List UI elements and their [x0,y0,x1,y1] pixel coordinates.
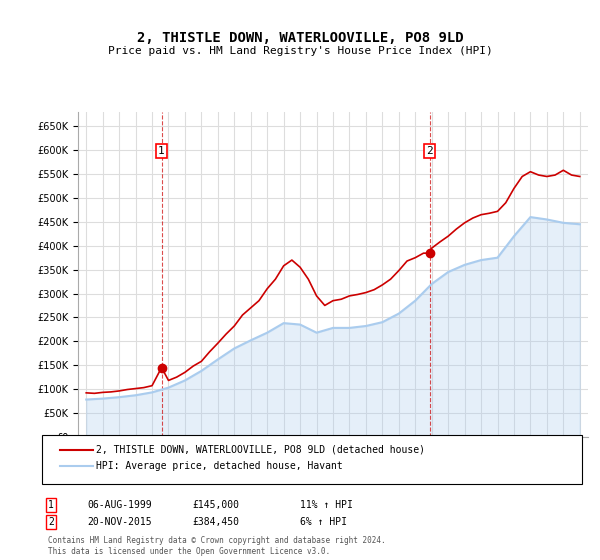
Text: 2, THISTLE DOWN, WATERLOOVILLE, PO8 9LD (detached house): 2, THISTLE DOWN, WATERLOOVILLE, PO8 9LD … [96,445,425,455]
Text: 11% ↑ HPI: 11% ↑ HPI [300,500,353,510]
Text: Price paid vs. HM Land Registry's House Price Index (HPI): Price paid vs. HM Land Registry's House … [107,46,493,56]
Text: Contains HM Land Registry data © Crown copyright and database right 2024.: Contains HM Land Registry data © Crown c… [48,536,386,545]
Text: 2: 2 [427,146,433,156]
Text: HPI: Average price, detached house, Havant: HPI: Average price, detached house, Hava… [96,461,343,472]
Text: 1: 1 [158,146,165,156]
Text: 1: 1 [48,500,54,510]
Text: 20-NOV-2015: 20-NOV-2015 [87,517,152,527]
Text: 06-AUG-1999: 06-AUG-1999 [87,500,152,510]
Text: 2: 2 [48,517,54,527]
Text: 6% ↑ HPI: 6% ↑ HPI [300,517,347,527]
Text: This data is licensed under the Open Government Licence v3.0.: This data is licensed under the Open Gov… [48,547,330,556]
Text: £384,450: £384,450 [192,517,239,527]
Text: £145,000: £145,000 [192,500,239,510]
Text: 2, THISTLE DOWN, WATERLOOVILLE, PO8 9LD: 2, THISTLE DOWN, WATERLOOVILLE, PO8 9LD [137,31,463,45]
